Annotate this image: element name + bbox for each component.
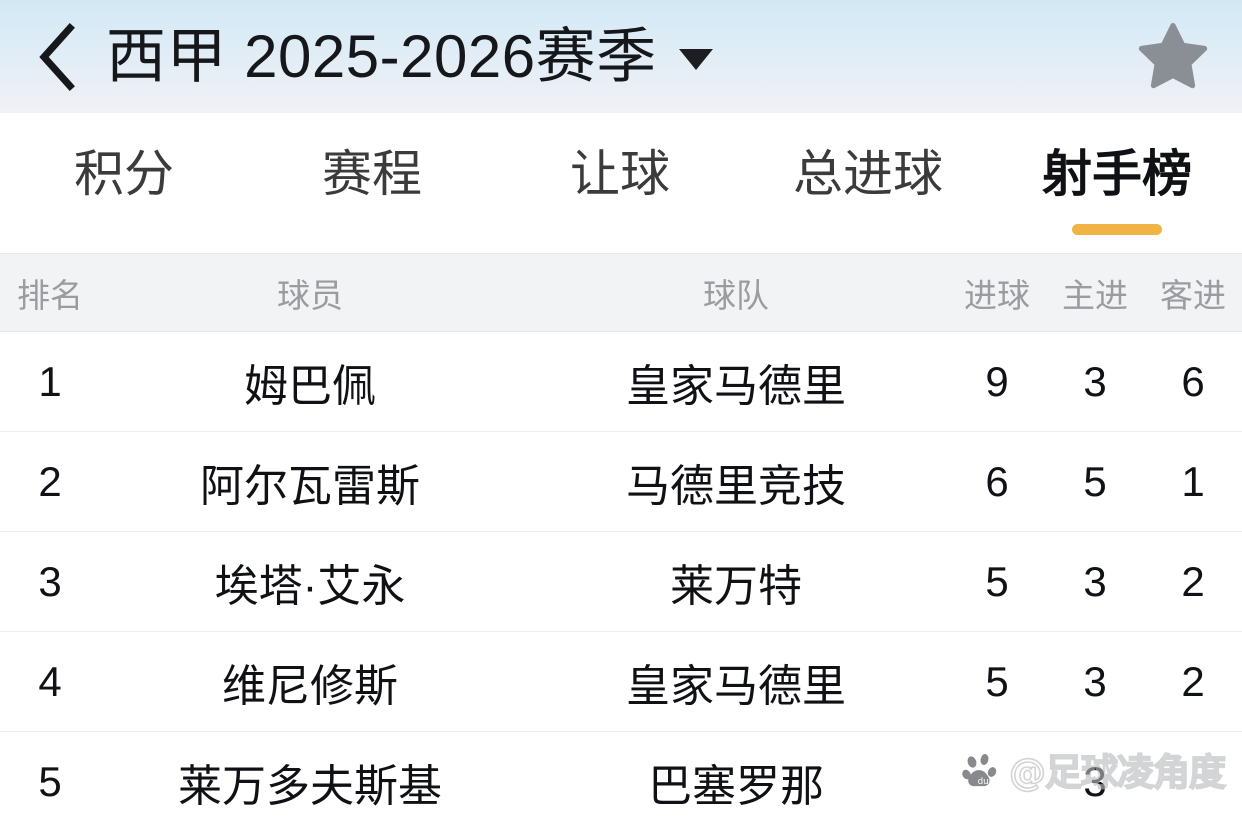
tab-label: 积分 [74, 146, 174, 202]
cell-away-goals: 1 [1181, 457, 1205, 505]
tab-rangqiu[interactable]: 让球 [496, 113, 744, 253]
tab-label: 赛程 [322, 146, 422, 202]
tab-label: 总进球 [793, 146, 943, 202]
star-icon [1138, 22, 1208, 88]
cell-away-goals: 2 [1181, 657, 1205, 705]
cell-home-goals: 3 [1083, 657, 1107, 705]
cell-player: 埃塔·艾永 [214, 561, 406, 611]
cell-away-goals: 2 [1181, 557, 1205, 605]
cell-player: 维尼修斯 [222, 661, 398, 711]
cell-goals: 5 [985, 557, 1009, 605]
column-header-goals: 进球 [964, 276, 1030, 314]
column-header-team: 球队 [703, 276, 769, 314]
cell-player: 莱万多夫斯基 [178, 761, 442, 811]
table-row[interactable]: 2 阿尔瓦雷斯 马德里竞技 6 5 1 [0, 432, 1242, 532]
table-header-row: 排名 球员 球队 进球 主进 客进 [0, 253, 1242, 332]
page-title: 西甲 2025-2026赛季 [106, 22, 657, 90]
cell-team: 皇家马德里 [626, 661, 846, 711]
table-row[interactable]: 4 维尼修斯 皇家马德里 5 3 2 [0, 632, 1242, 732]
cell-goals: 5 [985, 657, 1009, 705]
tab-label: 让球 [570, 146, 670, 202]
cell-home-goals: 3 [1083, 557, 1107, 605]
cell-team: 马德里竞技 [626, 461, 846, 511]
cell-rank: 2 [38, 457, 62, 505]
cell-rank: 5 [38, 757, 62, 805]
cell-player: 姆巴佩 [244, 361, 376, 411]
cell-away-goals: 6 [1181, 357, 1205, 405]
table-row[interactable]: 5 莱万多夫斯基 巴塞罗那 3 [0, 732, 1242, 824]
cell-team: 莱万特 [670, 561, 802, 611]
app-header: 西甲 2025-2026赛季 [0, 0, 1242, 113]
cell-away-goals [1146, 732, 1240, 824]
cell-home-goals: 3 [1083, 357, 1107, 405]
cell-player: 阿尔瓦雷斯 [200, 461, 420, 511]
cell-team: 巴塞罗那 [648, 761, 824, 811]
caret-down-icon [678, 49, 713, 70]
cell-rank: 1 [38, 357, 62, 405]
tab-label: 射手榜 [1042, 146, 1192, 202]
cell-home-goals: 5 [1083, 457, 1107, 505]
season-selector[interactable]: 西甲 2025-2026赛季 [106, 22, 713, 90]
cell-rank: 4 [38, 657, 62, 705]
cell-goals: 9 [985, 357, 1009, 405]
chevron-left-icon [39, 22, 75, 91]
back-button[interactable] [26, 22, 88, 92]
tab-sheshoubang[interactable]: 射手榜 [992, 113, 1242, 253]
scorer-table-body: 1 姆巴佩 皇家马德里 9 3 6 2 阿尔瓦雷斯 马德里竞技 6 5 1 3 … [0, 332, 1242, 824]
tab-zongjinqiu[interactable]: 总进球 [744, 113, 992, 253]
column-header-home-goals: 主进 [1062, 276, 1128, 314]
cell-team: 皇家马德里 [626, 361, 846, 411]
column-header-rank: 排名 [17, 276, 83, 314]
tab-bar: 积分 赛程 让球 总进球 射手榜 [0, 113, 1242, 253]
cell-goals: 6 [985, 457, 1009, 505]
tab-saicheng[interactable]: 赛程 [248, 113, 496, 253]
table-row[interactable]: 1 姆巴佩 皇家马德里 9 3 6 [0, 332, 1242, 432]
column-header-away-goals: 客进 [1160, 276, 1226, 314]
cell-rank: 3 [38, 557, 62, 605]
table-row[interactable]: 3 埃塔·艾永 莱万特 5 3 2 [0, 532, 1242, 632]
tab-jifen[interactable]: 积分 [0, 113, 248, 253]
column-header-player: 球员 [277, 276, 343, 314]
active-tab-indicator [1072, 224, 1162, 235]
cell-goals [950, 732, 1044, 824]
favorite-button[interactable] [1130, 14, 1216, 100]
cell-home-goals: 3 [1083, 757, 1107, 805]
